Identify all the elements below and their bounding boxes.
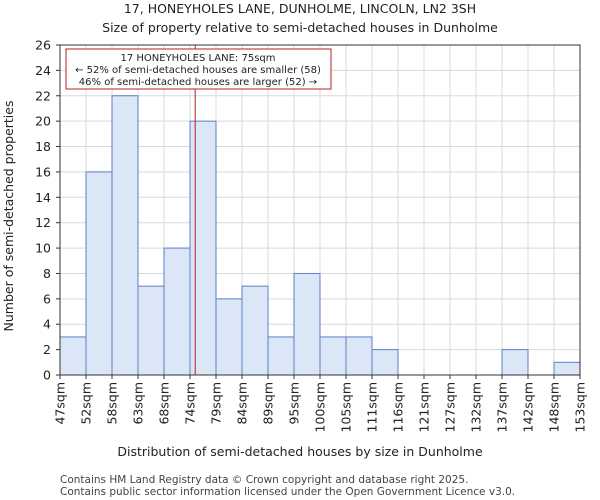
x-tick-label: 132sqm [469, 382, 484, 432]
x-tick-label: 153sqm [573, 382, 588, 432]
footer-line-2: Contains public sector information licen… [60, 486, 515, 498]
annotation-line-1: 17 HONEYHOLES LANE: 75sqm [120, 53, 275, 64]
x-tick-label: 47sqm [53, 382, 68, 425]
annotation-box: 17 HONEYHOLES LANE: 75sqm ← 52% of semi-… [65, 48, 332, 90]
y-tick-label: 12 [35, 215, 51, 230]
x-tick-label: 58sqm [105, 382, 120, 425]
bar-100sqm [319, 336, 347, 376]
annotation-line-3: 46% of semi-detached houses are larger (… [79, 77, 317, 88]
y-tick-label: 6 [43, 291, 51, 306]
bar-95sqm [293, 272, 321, 376]
x-tick-label: 68sqm [157, 382, 172, 425]
y-tick-label: 26 [35, 38, 51, 53]
x-tick-label: 79sqm [209, 382, 224, 425]
x-tick-label: 84sqm [235, 382, 250, 425]
bar-68sqm [163, 247, 191, 376]
bar-89sqm [267, 336, 295, 376]
y-axis-label: Number of semi-detached properties [1, 101, 16, 332]
x-tick-label: 89sqm [261, 382, 276, 425]
y-tick-label: 22 [35, 88, 51, 103]
y-tick-label: 4 [43, 317, 51, 332]
y-tick-label: 0 [43, 368, 51, 383]
x-tick-label: 52sqm [79, 382, 94, 425]
x-tick-label: 63sqm [131, 382, 146, 425]
plot-frame [59, 44, 581, 376]
y-tick-label: 24 [35, 63, 51, 78]
bar-84sqm [241, 285, 269, 376]
annotation-frame [65, 48, 332, 90]
annotation-line-2: ← 52% of semi-detached houses are smalle… [75, 65, 321, 76]
chart-subtitle: Size of property relative to semi-detach… [102, 20, 498, 35]
x-axis-ticks: 47sqm 52sqm 58sqm 63sqm 68sqm 74sqm 79sqm 84sqm… [53, 375, 588, 432]
y-tick-label: 18 [35, 139, 51, 154]
bars [59, 95, 581, 376]
bar-47sqm [59, 336, 87, 376]
x-tick-label: 95sqm [287, 382, 302, 425]
bar-148sqm [553, 361, 581, 376]
x-tick-label: 100sqm [313, 382, 328, 432]
x-tick-label: 111sqm [365, 382, 380, 432]
y-tick-label: 20 [35, 114, 51, 129]
bar-79sqm [215, 298, 243, 376]
x-tick-label: 74sqm [183, 382, 198, 425]
x-axis-label: Distribution of semi-detached houses by … [117, 444, 483, 459]
x-tick-label: 148sqm [547, 382, 562, 432]
y-tick-label: 16 [35, 164, 51, 179]
bar-63sqm [137, 285, 165, 376]
y-tick-label: 10 [35, 241, 51, 256]
chart-title: 17, HONEYHOLES LANE, DUNHOLME, LINCOLN, … [124, 1, 476, 16]
bar-52sqm [85, 171, 113, 376]
x-tick-label: 137sqm [495, 382, 510, 432]
x-tick-label: 105sqm [339, 382, 354, 432]
x-tick-label: 142sqm [521, 382, 536, 432]
bar-58sqm [111, 95, 139, 376]
x-tick-label: 127sqm [443, 382, 458, 432]
bar-105sqm [345, 336, 373, 376]
y-tick-label: 14 [35, 190, 51, 205]
x-tick-label: 121sqm [417, 382, 432, 432]
bar-111sqm [371, 349, 399, 376]
footer-line-1: Contains HM Land Registry data © Crown c… [60, 474, 468, 486]
bar-74sqm [189, 120, 217, 376]
x-tick-label: 116sqm [391, 382, 406, 432]
y-tick-label: 8 [43, 266, 51, 281]
y-tick-label: 2 [43, 342, 51, 357]
bar-137sqm [501, 349, 529, 376]
